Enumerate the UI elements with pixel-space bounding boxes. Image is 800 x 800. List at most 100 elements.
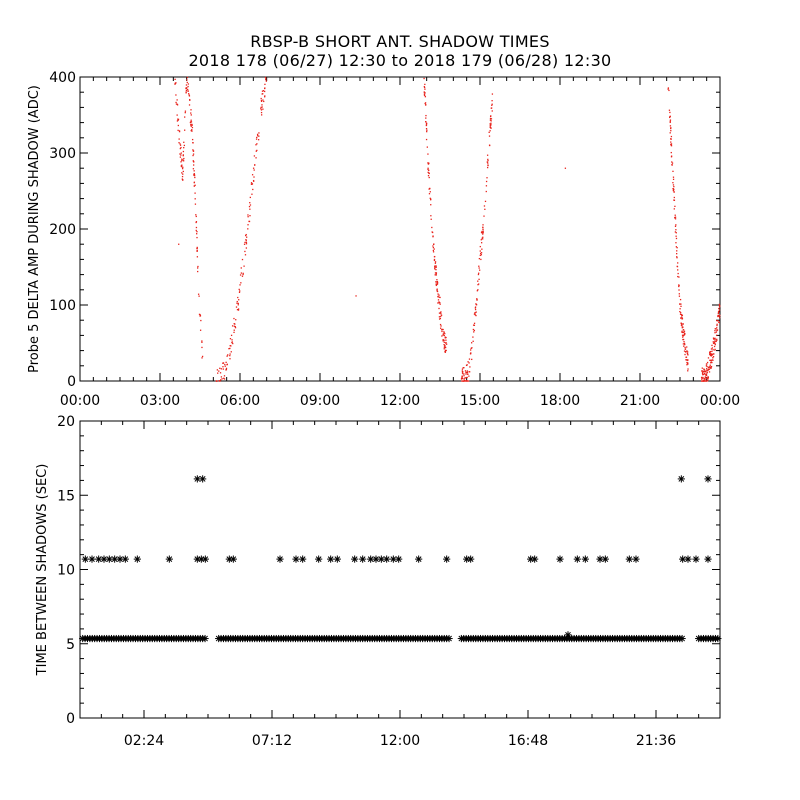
data-point <box>670 127 672 130</box>
data-point <box>439 296 441 299</box>
data-point <box>667 88 669 90</box>
data-point <box>712 338 715 340</box>
data-point <box>255 138 258 140</box>
data-point <box>201 341 203 343</box>
data-point <box>244 254 247 256</box>
data-point <box>718 307 720 310</box>
data-point <box>264 96 266 98</box>
data-point <box>714 332 716 334</box>
data-point <box>432 236 434 238</box>
data-point <box>428 169 430 172</box>
data-point <box>709 364 711 366</box>
data-point <box>674 218 677 220</box>
data-point <box>427 171 429 174</box>
data-point <box>245 240 247 242</box>
data-point <box>681 317 683 319</box>
data-point <box>482 226 484 228</box>
data-point <box>687 359 689 361</box>
data-point <box>462 371 464 373</box>
data-point <box>437 293 439 295</box>
data-point <box>682 343 685 345</box>
data-point <box>491 100 493 102</box>
data-point <box>188 104 191 106</box>
data-point <box>183 144 186 147</box>
data-point <box>256 136 258 139</box>
data-point <box>669 115 671 117</box>
data-point <box>258 135 260 137</box>
chart-subtitle: 2018 178 (06/27) 12:30 to 2018 179 (06/2… <box>188 51 612 70</box>
data-point <box>478 278 480 280</box>
data-point <box>466 376 468 379</box>
asterisk-stroke <box>277 556 283 562</box>
data-point <box>191 124 193 126</box>
asterisk-stroke <box>678 476 685 482</box>
data-point <box>490 120 492 122</box>
data-point <box>700 376 703 379</box>
data-point <box>488 131 490 133</box>
data-point <box>182 173 184 175</box>
data-point <box>187 83 190 85</box>
asterisk-stroke <box>446 635 452 642</box>
data-point <box>231 325 234 327</box>
data-point <box>179 153 181 155</box>
asterisk-stroke <box>626 556 633 562</box>
data-point <box>718 303 721 306</box>
data-point <box>238 291 241 293</box>
data-point <box>260 100 263 103</box>
data-point <box>677 269 679 271</box>
data-point <box>705 374 707 376</box>
data-point <box>462 380 464 382</box>
data-point <box>710 354 712 356</box>
asterisk-point <box>445 634 453 643</box>
data-point <box>464 370 467 372</box>
data-point <box>234 326 236 328</box>
data-point <box>245 241 248 244</box>
data-point <box>681 331 683 334</box>
asterisk-point <box>359 555 367 563</box>
data-point <box>465 371 467 374</box>
data-point <box>218 370 220 372</box>
data-point <box>194 176 196 179</box>
asterisk-stroke <box>395 556 402 562</box>
data-point <box>675 242 677 244</box>
data-point <box>252 167 255 169</box>
data-point <box>436 283 439 285</box>
data-point <box>199 314 201 316</box>
data-point <box>254 164 256 166</box>
data-point <box>251 174 254 176</box>
x-tick-label: 06:00 <box>220 393 260 409</box>
data-point <box>234 323 236 325</box>
data-point <box>190 121 193 123</box>
data-point <box>669 120 671 122</box>
asterisk-stroke <box>582 556 589 562</box>
data-point <box>479 252 482 255</box>
data-point <box>670 127 672 129</box>
data-point <box>175 101 177 104</box>
data-point <box>464 380 466 382</box>
data-point <box>686 359 688 361</box>
data-point <box>235 319 237 321</box>
asterisk-point <box>333 555 341 563</box>
data-point <box>439 317 442 320</box>
asterisk-stroke <box>230 556 237 562</box>
data-point <box>486 177 488 179</box>
asterisk-stroke <box>106 556 113 562</box>
data-point <box>479 250 481 252</box>
x-tick-label: 02:24 <box>124 733 164 749</box>
data-point <box>682 338 685 341</box>
data-point <box>439 303 441 305</box>
data-point <box>682 338 684 341</box>
data-point <box>444 336 446 338</box>
data-point <box>261 106 263 108</box>
data-point <box>488 135 491 137</box>
asterisk-point <box>692 555 700 563</box>
data-point <box>715 334 718 337</box>
data-point <box>180 154 182 156</box>
data-point <box>264 76 267 79</box>
data-point <box>490 122 492 124</box>
data-point <box>701 380 703 382</box>
data-point <box>668 89 670 92</box>
data-point <box>468 362 470 364</box>
data-point <box>433 248 435 250</box>
data-point <box>471 358 473 361</box>
